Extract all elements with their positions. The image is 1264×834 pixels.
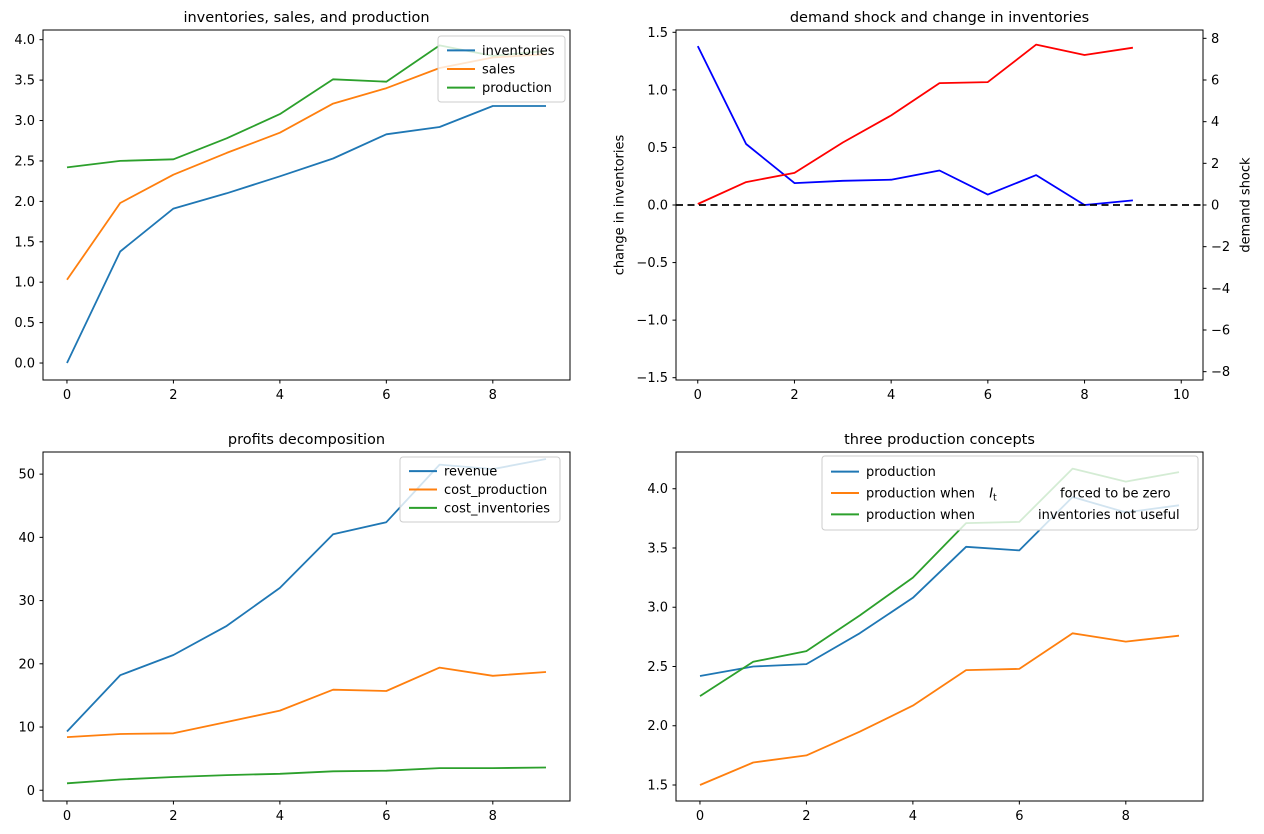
legend-label2-forced-to-be-zero: forced to be zero [1060, 487, 1171, 502]
chart-demand-shock-and-change-in-inventories: 0 2 4 6 8 10 −1.5 −1.0 −0.5 0.0 0.5 1.0 1.5 −8 −6 −4 −2 0… [613, 10, 1254, 403]
right-y-tick-label: 4 [1211, 115, 1219, 130]
x-tick-label: 2 [169, 809, 177, 824]
series-production-when-i-t-forced-to-be-zero [699, 632, 1180, 786]
x-tick-label: 8 [489, 388, 497, 403]
x-tick-label: 2 [169, 388, 177, 403]
chart-title: profits decomposition [228, 432, 385, 448]
right-y-tick-label: 0 [1211, 199, 1219, 214]
y-tick-label: 4.0 [647, 482, 668, 497]
y-tick-label: 1.0 [14, 276, 35, 291]
y-tick-label: 2.0 [647, 719, 668, 734]
series-change-in-inventories [696, 45, 1133, 206]
x-tick-label: 4 [909, 809, 917, 824]
y-tick-label: −1.0 [636, 314, 668, 329]
chart-three-production-concepts: 0 2 4 6 8 1.5 2.0 2.5 3.0 3.5 4.0 three production … [647, 432, 1204, 824]
y-tick-label: 20 [18, 657, 35, 672]
chart-title: inventories, sales, and production [183, 10, 429, 26]
y-axis-label-right: demand shock [1239, 157, 1254, 253]
y-tick-label: 2.5 [14, 154, 35, 169]
legend-label-revenue: revenue [444, 465, 497, 480]
legend-box [821, 455, 1199, 531]
chart-inventories-sales-production: 0 2 4 6 8 0.0 0.5 1.0 1.5 2.0 2.5 3.0 3.5 4.0 inventor… [14, 10, 571, 403]
axes-spines [42, 29, 571, 381]
x-tick-label: 0 [694, 388, 702, 403]
right-y-tick-label: 8 [1211, 32, 1219, 47]
legend-box [437, 35, 566, 103]
right-y-tick-label: −8 [1211, 365, 1230, 380]
y-tick-label: 3.5 [647, 541, 668, 556]
x-tick-label: 0 [63, 388, 71, 403]
y-tick-label: 1.5 [647, 779, 668, 794]
y-tick-label: 40 [18, 531, 35, 546]
legend-label-cost-production: cost_production [444, 483, 547, 498]
x-tick-label: 6 [382, 809, 390, 824]
legend-label-cost-inventories: cost_inventories [444, 501, 550, 516]
legend-label-production-when: production when [866, 508, 975, 523]
x-tick-label: 10 [1173, 388, 1190, 403]
x-tick-label: 6 [1015, 809, 1023, 824]
y-tick-label: −1.5 [636, 371, 668, 386]
series-cost-production [66, 666, 547, 738]
x-tick-label: 8 [489, 809, 497, 824]
legend-box [399, 456, 561, 523]
series-demand-shock [697, 43, 1134, 205]
y-tick-label: 3.0 [647, 601, 668, 616]
series-cost-inventories [66, 766, 547, 785]
x-tick-label: 6 [984, 388, 992, 403]
y-tick-label: 3.5 [14, 74, 35, 89]
y-tick-label: 0.5 [647, 141, 668, 156]
axes-spines [42, 451, 571, 802]
right-y-tick-label: −2 [1211, 240, 1230, 255]
y-tick-label: 1.5 [14, 235, 35, 250]
y-tick-label: 0.5 [14, 316, 35, 331]
legend-label2-inventories-not-useful: inventories not useful [1038, 508, 1180, 523]
x-tick-label: 2 [790, 388, 798, 403]
x-tick-label: 6 [382, 388, 390, 403]
legend-label-production-when: production when It [866, 487, 997, 504]
series-inventories [66, 105, 546, 364]
y-tick-label: 1.5 [647, 26, 668, 41]
legend-label-production: production [866, 465, 936, 480]
chart-title: demand shock and change in inventories [790, 10, 1089, 26]
legend-label-production: production [482, 81, 552, 96]
legend-label-inventories: inventories [482, 44, 555, 59]
y-tick-label: 0.0 [647, 199, 668, 214]
y-tick-label: 4.0 [14, 33, 35, 48]
x-tick-label: 8 [1122, 809, 1130, 824]
x-tick-label: 8 [1080, 388, 1088, 403]
y-axis-label-left: change in inventories [613, 135, 628, 276]
x-tick-label: 0 [63, 809, 71, 824]
right-y-tick-label: −6 [1211, 324, 1230, 339]
x-tick-label: 4 [887, 388, 895, 403]
y-tick-label: 3.0 [14, 114, 35, 129]
chart-title: three production concepts [844, 432, 1035, 448]
y-tick-label: 50 [18, 468, 35, 483]
y-tick-label: 0 [27, 784, 35, 799]
x-tick-label: 4 [276, 809, 284, 824]
right-y-tick-label: 6 [1211, 74, 1219, 89]
right-y-tick-label: 2 [1211, 157, 1219, 172]
x-tick-label: 2 [802, 809, 810, 824]
x-tick-label: 4 [276, 388, 284, 403]
chart-profits-decomposition: 0 2 4 6 8 0 10 20 30 40 50 profits decomposition rev… [18, 432, 571, 824]
y-tick-label: 30 [18, 594, 35, 609]
axes-spines [675, 451, 1204, 802]
legend-label-sales: sales [482, 63, 515, 78]
y-tick-label: 1.0 [647, 83, 668, 98]
right-y-tick-label: −4 [1211, 282, 1230, 297]
y-tick-label: 10 [18, 721, 35, 736]
y-tick-label: 2.5 [647, 660, 668, 675]
x-tick-label: 0 [696, 809, 704, 824]
y-tick-label: 0.0 [14, 357, 35, 372]
y-tick-label: −0.5 [636, 256, 668, 271]
y-tick-label: 2.0 [14, 195, 35, 210]
